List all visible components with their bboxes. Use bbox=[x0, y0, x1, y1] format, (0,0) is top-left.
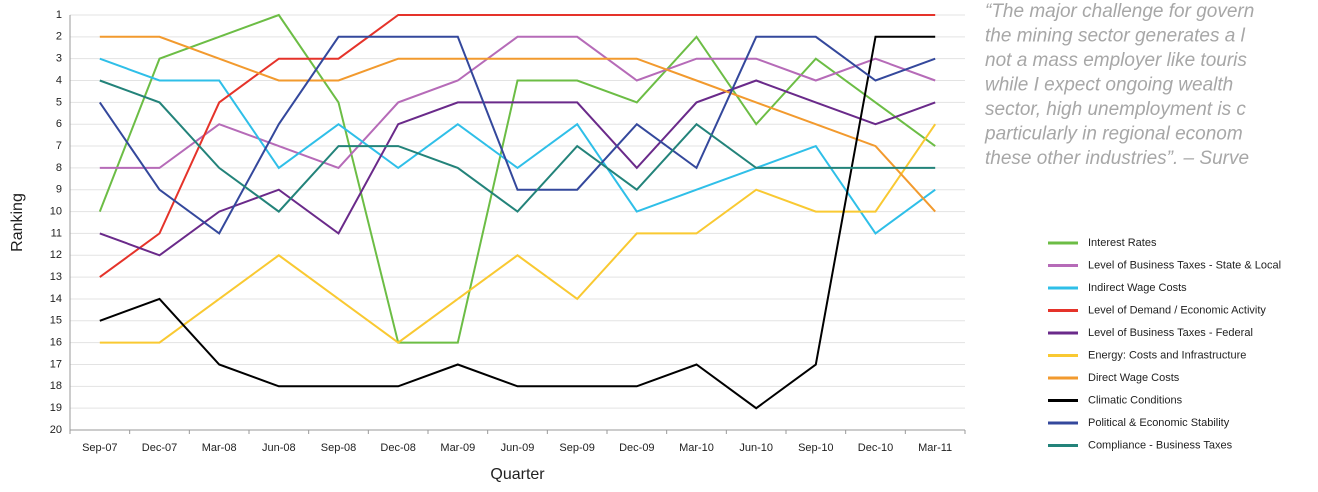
x-tick-label: Jun-09 bbox=[501, 442, 535, 454]
x-tick-label: Mar-08 bbox=[202, 442, 237, 454]
x-tick-label: Dec-08 bbox=[380, 442, 415, 454]
series-line bbox=[99, 79, 936, 213]
y-tick-label: 8 bbox=[56, 162, 62, 174]
y-tick-label: 12 bbox=[50, 249, 62, 261]
x-tick-label: Dec-09 bbox=[619, 442, 654, 454]
quote-line: sector, high unemployment is c bbox=[985, 99, 1246, 120]
series-line bbox=[99, 35, 936, 410]
quote-line: the mining sector generates a l bbox=[985, 26, 1246, 47]
x-tick-label: Sep-09 bbox=[559, 442, 594, 454]
quote-line: not a mass employer like touris bbox=[985, 50, 1247, 71]
legend-label: Level of Business Taxes - Federal bbox=[1088, 327, 1253, 339]
x-tick-label: Mar-10 bbox=[679, 442, 714, 454]
y-tick-label: 10 bbox=[50, 205, 62, 217]
x-tick-label: Jun-08 bbox=[262, 442, 296, 454]
y-tick-label: 20 bbox=[50, 424, 62, 436]
y-tick-label: 17 bbox=[50, 358, 62, 370]
x-tick-label: Mar-11 bbox=[918, 442, 952, 454]
quote-line: “The major challenge for govern bbox=[985, 1, 1254, 22]
y-tick-label: 18 bbox=[50, 380, 62, 392]
y-tick-label: 19 bbox=[50, 402, 62, 414]
x-tick-label: Jun-10 bbox=[739, 442, 773, 454]
y-tick-label: 6 bbox=[56, 118, 62, 130]
y-tick-label: 2 bbox=[56, 31, 62, 43]
series-line bbox=[99, 14, 936, 278]
x-tick-label: Sep-07 bbox=[82, 442, 117, 454]
x-tick-label: Dec-10 bbox=[858, 442, 893, 454]
series-line bbox=[99, 79, 936, 257]
y-tick-label: 3 bbox=[56, 53, 62, 65]
y-tick-label: 1 bbox=[56, 9, 62, 21]
quote-line: while I expect ongoing wealth bbox=[985, 75, 1233, 96]
y-tick-label: 4 bbox=[56, 74, 62, 86]
y-tick-label: 9 bbox=[56, 184, 62, 196]
y-axis-title: Ranking bbox=[9, 193, 26, 252]
y-tick-label: 14 bbox=[50, 293, 62, 305]
x-axis-title: Quarter bbox=[490, 466, 545, 483]
series-line bbox=[99, 57, 936, 235]
series-line bbox=[99, 123, 937, 344]
series-line bbox=[98, 35, 936, 235]
legend-label: Indirect Wage Costs bbox=[1088, 282, 1187, 294]
y-tick-label: 11 bbox=[51, 227, 62, 239]
series-line bbox=[99, 35, 936, 170]
y-tick-label: 5 bbox=[56, 96, 62, 108]
y-tick-label: 16 bbox=[50, 337, 62, 349]
y-tick-label: 15 bbox=[50, 315, 62, 327]
quote-line: particularly in regional econom bbox=[984, 124, 1243, 145]
series-line bbox=[98, 13, 936, 344]
legend-label: Compliance - Business Taxes bbox=[1088, 439, 1233, 451]
quote-line: these other industries”. – Surve bbox=[985, 148, 1249, 169]
legend-label: Interest Rates bbox=[1088, 237, 1157, 249]
series-line bbox=[99, 35, 936, 213]
legend-label: Energy: Costs and Infrastructure bbox=[1088, 349, 1246, 361]
y-tick-label: 13 bbox=[50, 271, 62, 283]
legend-label: Level of Business Taxes - State & Local bbox=[1088, 259, 1281, 271]
y-tick-label: 7 bbox=[56, 140, 62, 152]
legend-label: Level of Demand / Economic Activity bbox=[1088, 304, 1266, 316]
legend-label: Direct Wage Costs bbox=[1088, 372, 1180, 384]
x-tick-label: Sep-08 bbox=[321, 442, 356, 454]
legend-label: Political & Economic Stability bbox=[1088, 417, 1230, 429]
x-tick-label: Dec-07 bbox=[142, 442, 177, 454]
x-tick-label: Sep-10 bbox=[798, 442, 833, 454]
legend-label: Climatic Conditions bbox=[1088, 394, 1183, 406]
x-tick-label: Mar-09 bbox=[440, 442, 475, 454]
